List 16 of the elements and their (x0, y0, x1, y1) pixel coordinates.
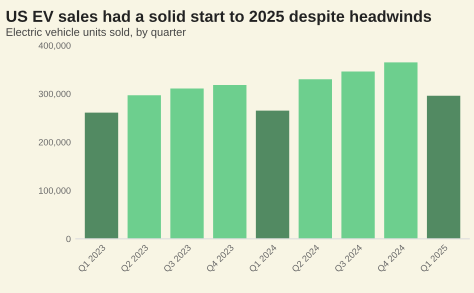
bar (84, 112, 118, 239)
y-tick-label: 300,000 (38, 90, 71, 98)
bar (384, 62, 418, 239)
bar (341, 72, 375, 239)
chart-title: US EV sales had a solid start to 2025 despite headwinds (6, 10, 432, 26)
bar (213, 85, 246, 239)
bar (256, 110, 290, 239)
bar (128, 95, 161, 239)
bar (170, 88, 204, 239)
chart-subtitle: Electric vehicle units sold, by quarter (6, 28, 186, 38)
y-tick-label: 200,000 (38, 139, 71, 147)
y-tick-label: 0 (66, 236, 71, 242)
bar (298, 79, 332, 239)
y-tick-label: 400,000 (38, 42, 71, 50)
bar (426, 96, 460, 239)
y-tick-label: 100,000 (39, 187, 71, 195)
